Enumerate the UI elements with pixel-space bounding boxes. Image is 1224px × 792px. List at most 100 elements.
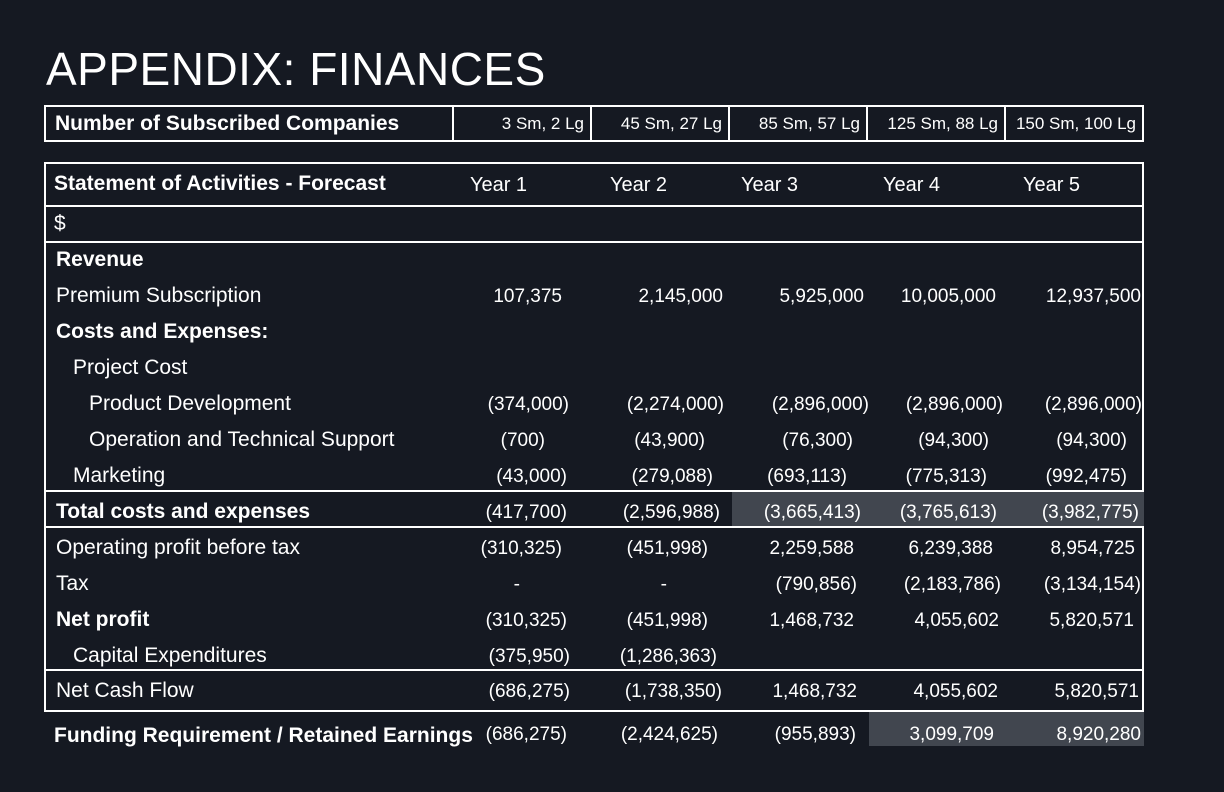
net-profit-label: Net profit (56, 608, 150, 631)
net-cash-flow-year-1: (686,275) (488, 681, 570, 702)
year-5-header: Year 5 (1022, 174, 1081, 196)
divider (44, 669, 1144, 671)
project-cost-label: Project Cost (73, 356, 188, 379)
subscribed-companies-label: Number of Subscribed Companies (44, 105, 454, 142)
capex-year-1: (375,950) (488, 646, 570, 667)
year-2-header: Year 2 (609, 174, 668, 196)
subscriptions-year-2: 45 Sm, 27 Lg (590, 105, 730, 142)
currency-row: $ (46, 208, 1146, 244)
net-profit-year-1: (310,325) (485, 610, 567, 631)
divider (44, 490, 1144, 492)
subscriptions-year-5: 150 Sm, 100 Lg (1004, 105, 1144, 142)
net-profit-row: Net profit (310,325) (451,998) 1,468,732… (46, 604, 1146, 640)
capex-row: Capital Expenditures (375,950) (1,286,36… (46, 640, 1146, 676)
premium-year-5: 12,937,500 (1045, 286, 1141, 307)
subscriptions-year-3: 85 Sm, 57 Lg (728, 105, 868, 142)
product-dev-row: Product Development (374,000) (2,274,000… (46, 388, 1146, 424)
page-title: APPENDIX: FINANCES (46, 43, 546, 95)
funding-year-1: (686,275) (485, 724, 567, 745)
marketing-year-2: (279,088) (631, 466, 713, 487)
funding-row: Funding Requirement / Retained Earnings … (44, 712, 1144, 747)
funding-highlight (869, 712, 1144, 746)
net-profit-year-4: 4,055,602 (914, 610, 999, 631)
total-costs-highlight (732, 492, 1144, 526)
costs-label: Costs and Expenses: (56, 320, 269, 343)
funding-year-3: (955,893) (774, 724, 856, 745)
premium-year-4: 10,005,000 (900, 286, 996, 307)
operating-profit-year-3: 2,259,588 (769, 538, 854, 559)
year-4-header: Year 4 (882, 174, 941, 196)
operating-profit-year-2: (451,998) (626, 538, 708, 559)
product-dev-year-4: (2,896,000) (905, 394, 1003, 415)
project-cost-row: Project Cost (46, 352, 1146, 388)
capex-label: Capital Expenditures (73, 644, 267, 667)
costs-row: Costs and Expenses: (46, 316, 1146, 352)
total-costs-year-4: (3,765,613) (899, 502, 997, 523)
subscriptions-year-4: 125 Sm, 88 Lg (866, 105, 1006, 142)
operating-profit-year-4: 6,239,388 (908, 538, 993, 559)
funding-year-4: 3,099,709 (909, 724, 994, 745)
subscriptions-year-1: 3 Sm, 2 Lg (452, 105, 592, 142)
product-dev-year-5: (2,896,000) (1044, 394, 1142, 415)
tax-row: Tax - - (790,856) (2,183,786) (3,134,154… (46, 568, 1146, 604)
net-cash-flow-row: Net Cash Flow (686,275) (1,738,350) 1,46… (46, 675, 1146, 711)
revenue-label: Revenue (56, 248, 144, 271)
operating-profit-year-1: (310,325) (480, 538, 562, 559)
net-cash-flow-year-5: 5,820,571 (1054, 681, 1139, 702)
statement-header-row: Statement of Activities - Forecast Year … (46, 168, 1146, 204)
currency-label: $ (54, 212, 66, 235)
divider (44, 526, 1144, 528)
product-dev-year-1: (374,000) (487, 394, 569, 415)
year-1-header: Year 1 (469, 174, 528, 196)
operating-profit-label: Operating profit before tax (56, 536, 300, 559)
tax-year-1: - (513, 574, 520, 595)
operation-year-4: (94,300) (918, 430, 989, 451)
net-cash-flow-year-3: 1,468,732 (772, 681, 857, 702)
operation-year-5: (94,300) (1056, 430, 1127, 451)
divider (44, 710, 1144, 712)
statement-table: Statement of Activities - Forecast Year … (44, 162, 1144, 712)
operating-profit-row: Operating profit before tax (310,325) (4… (46, 532, 1146, 568)
year-3-header: Year 3 (740, 174, 799, 196)
operating-profit-year-5: 8,954,725 (1050, 538, 1135, 559)
net-profit-year-2: (451,998) (626, 610, 708, 631)
product-dev-label: Product Development (89, 392, 291, 415)
revenue-row: Revenue (46, 244, 1146, 280)
net-cash-flow-year-2: (1,738,350) (624, 681, 722, 702)
operation-year-1: (700) (500, 430, 545, 451)
tax-year-2: - (660, 574, 667, 595)
operation-year-3: (76,300) (782, 430, 853, 451)
premium-year-1: 107,375 (493, 286, 562, 307)
operation-row: Operation and Technical Support (700) (4… (46, 424, 1146, 460)
marketing-year-5: (992,475) (1045, 466, 1127, 487)
marketing-year-1: (43,000) (496, 466, 567, 487)
capex-year-2: (1,286,363) (619, 646, 717, 667)
premium-year-3: 5,925,000 (779, 286, 864, 307)
net-cash-flow-year-4: 4,055,602 (913, 681, 998, 702)
funding-label: Funding Requirement / Retained Earnings (54, 724, 473, 747)
net-profit-year-3: 1,468,732 (769, 610, 854, 631)
tax-label: Tax (56, 572, 89, 595)
funding-year-5: 8,920,280 (1056, 724, 1141, 745)
marketing-year-4: (775,313) (905, 466, 987, 487)
product-dev-year-2: (2,274,000) (626, 394, 724, 415)
net-profit-year-5: 5,820,571 (1049, 610, 1134, 631)
statement-header-label: Statement of Activities - Forecast (54, 172, 386, 195)
premium-row: Premium Subscription 107,375 2,145,000 5… (46, 280, 1146, 316)
total-costs-label: Total costs and expenses (56, 500, 311, 523)
tax-year-5: (3,134,154) (1043, 574, 1141, 595)
total-costs-year-1: (417,700) (485, 502, 567, 523)
tax-year-4: (2,183,786) (903, 574, 1001, 595)
total-costs-year-2: (2,596,988) (622, 502, 720, 523)
net-cash-flow-label: Net Cash Flow (56, 679, 194, 702)
marketing-year-3: (693,113) (767, 466, 847, 487)
tax-year-3: (790,856) (775, 574, 857, 595)
operation-label: Operation and Technical Support (89, 428, 395, 451)
product-dev-year-3: (2,896,000) (771, 394, 869, 415)
marketing-row: Marketing (43,000) (279,088) (693,113) (… (46, 460, 1146, 496)
divider (46, 205, 1144, 207)
total-costs-year-5: (3,982,775) (1041, 502, 1139, 523)
total-costs-row: Total costs and expenses (417,700) (2,59… (46, 496, 1146, 532)
marketing-label: Marketing (73, 464, 166, 487)
premium-year-2: 2,145,000 (638, 286, 723, 307)
